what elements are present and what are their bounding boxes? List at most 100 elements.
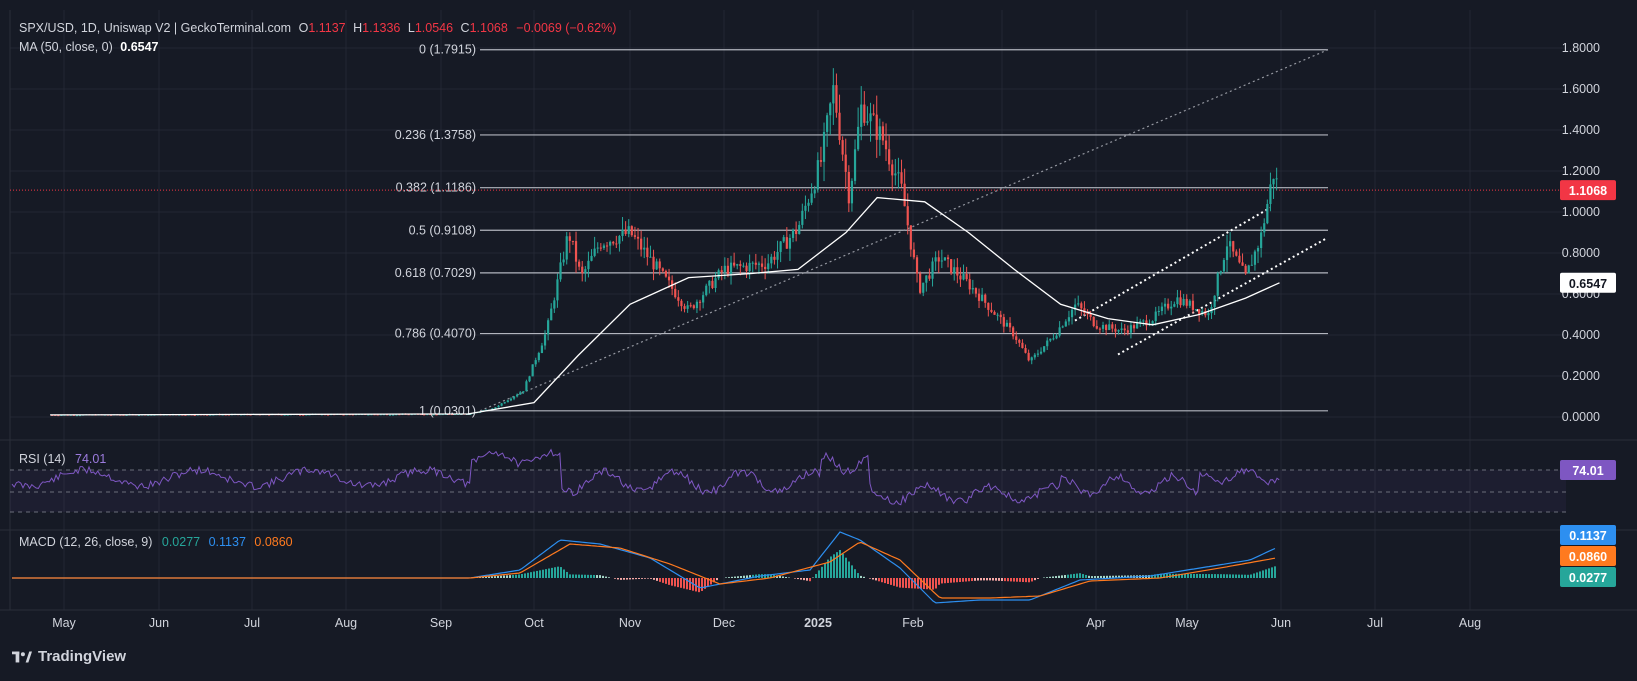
candle-body-394 <box>1272 179 1274 184</box>
candle-body-197 <box>662 268 664 271</box>
candle-body-281 <box>922 283 924 293</box>
tradingview-brand[interactable]: TradingView <box>12 648 126 665</box>
candle-body-308 <box>1006 323 1008 327</box>
macd-hist-bar-258 <box>1268 568 1270 578</box>
macd-hist-bar-130 <box>881 578 883 582</box>
macd-hist-bar-132 <box>887 578 889 584</box>
low-value: 1.0546 <box>415 21 453 35</box>
macd-hist-bar-202 <box>1100 576 1102 578</box>
candle-body-389 <box>1257 248 1259 251</box>
fib-label-3: 0.5 (0.9108) <box>409 223 476 237</box>
candle-body-363 <box>1176 297 1178 304</box>
macd-hist-bar-237 <box>1205 574 1207 578</box>
candle-body-362 <box>1173 304 1175 307</box>
candle-body-240 <box>795 230 797 234</box>
candle-body-306 <box>1000 315 1002 317</box>
candle-body-343 <box>1114 329 1116 332</box>
open-label: O <box>299 21 309 35</box>
macd-hist-bar-52 <box>635 578 637 579</box>
macd-hist-bar-151 <box>944 578 946 583</box>
macd-hist-bar-192 <box>1070 574 1072 578</box>
candle-body-272 <box>894 173 896 175</box>
candle-body-161 <box>550 309 552 321</box>
candle-body-236 <box>783 237 785 241</box>
candle-body-243 <box>804 206 806 211</box>
candle-body-176 <box>597 248 599 249</box>
candle-body-172 <box>584 269 586 273</box>
macd-hist-bar-232 <box>1190 574 1192 578</box>
brand-name: TradingView <box>38 648 126 665</box>
ma-value: 0.6547 <box>120 40 158 54</box>
candle-body-153 <box>525 381 527 391</box>
candle-body-283 <box>928 275 930 278</box>
macd-hist-bar-178 <box>1025 578 1027 582</box>
macd-hist-bar-9 <box>503 576 505 578</box>
y-tick-8: 1.6000 <box>1562 82 1600 96</box>
macd-hist-bar-139 <box>908 578 910 588</box>
macd-hist-bar-105 <box>803 578 805 580</box>
macd-hist-bar-38 <box>590 575 592 578</box>
candle-body-276 <box>907 206 909 225</box>
candle-body-235 <box>780 241 782 252</box>
macd-hist-bar-18 <box>530 572 532 578</box>
candle-body-219 <box>730 263 732 275</box>
candle-body-109 <box>389 415 391 416</box>
candle-body-340 <box>1105 325 1107 330</box>
candle-body-275 <box>904 184 906 207</box>
candle-body-377 <box>1220 271 1222 273</box>
candle-body-381 <box>1232 241 1234 251</box>
candle-body-298 <box>975 288 977 294</box>
candle-body-223 <box>742 266 744 267</box>
macd-hist-bar-145 <box>926 578 928 589</box>
candle-body-221 <box>736 264 738 265</box>
candle-body-143 <box>494 407 496 408</box>
macd-hist-bar-107 <box>809 578 811 581</box>
macd-hist-bar-160 <box>971 578 973 581</box>
candle-body-307 <box>1003 317 1005 327</box>
y-tick-6: 1.2000 <box>1562 164 1600 178</box>
macd-hist-bar-244 <box>1226 574 1228 578</box>
macd-hist-bar-165 <box>986 578 988 580</box>
candle-body-267 <box>879 126 881 140</box>
macd-hist-bar-136 <box>899 578 901 588</box>
candle-body-260 <box>857 127 859 149</box>
candle-body-329 <box>1071 310 1073 317</box>
macd-hist-bar-63 <box>668 578 670 585</box>
candle-386 <box>1248 265 1250 274</box>
fib-label-4: 0.618 (0.7029) <box>395 266 476 280</box>
candle-body-144 <box>497 406 499 408</box>
candle-body-390 <box>1260 232 1262 248</box>
macd-hist-bar-44 <box>608 577 610 578</box>
macd-hist-bar-253 <box>1253 573 1255 578</box>
candle-body-319 <box>1040 352 1042 354</box>
candle-body-300 <box>981 295 983 301</box>
candle-body-242 <box>801 211 803 225</box>
macd-hist-bar-21 <box>539 570 541 578</box>
macd-hist-bar-79 <box>716 578 718 580</box>
candle-body-258 <box>851 181 853 203</box>
candle-body-206 <box>690 305 692 306</box>
candle-body-179 <box>606 246 608 247</box>
candle-153 <box>525 380 527 392</box>
macd-hist-bar-200 <box>1094 576 1096 578</box>
candle-body-186 <box>628 226 630 234</box>
macd-hist-bar-236 <box>1202 574 1204 578</box>
x-tick-14: Aug <box>1459 616 1481 630</box>
macd-hist-bar-14 <box>518 574 520 578</box>
macd-hist-bar-55 <box>644 578 646 579</box>
macd-hist-bar-188 <box>1058 576 1060 578</box>
candle-body-193 <box>649 257 651 258</box>
candle-body-347 <box>1127 330 1129 332</box>
candle-body-189 <box>637 237 639 239</box>
candle-154 <box>528 376 530 382</box>
candle-body-309 <box>1009 323 1011 328</box>
candle-body-199 <box>668 277 670 281</box>
macd-hist-bar-110 <box>818 570 820 578</box>
candle-body-228 <box>758 264 760 265</box>
candle-body-315 <box>1028 353 1030 361</box>
candle-body-248 <box>820 160 822 162</box>
candle-body-286 <box>938 257 940 261</box>
candle-body-296 <box>969 279 971 289</box>
